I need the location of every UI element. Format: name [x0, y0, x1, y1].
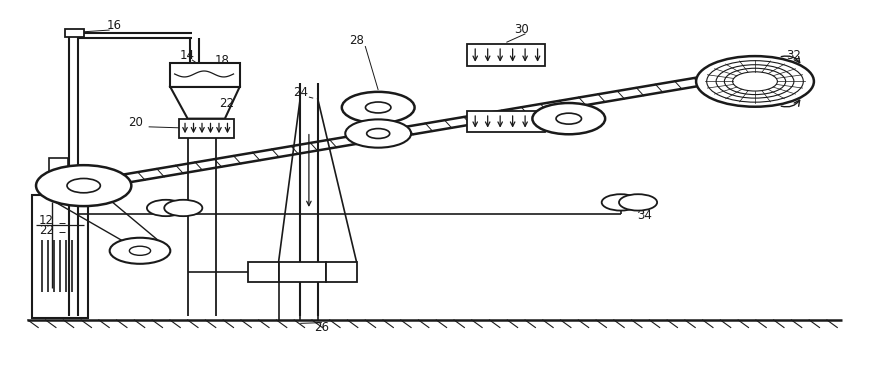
Circle shape — [556, 113, 581, 124]
Bar — [64, 29, 83, 38]
Bar — [468, 44, 546, 66]
Text: 12: 12 — [39, 214, 54, 228]
Text: 30: 30 — [514, 23, 528, 36]
Text: 16: 16 — [107, 19, 122, 32]
Circle shape — [345, 119, 411, 148]
Circle shape — [36, 165, 131, 206]
Polygon shape — [170, 87, 240, 118]
Bar — [170, 63, 240, 87]
Text: 32: 32 — [786, 49, 801, 62]
Bar — [468, 111, 546, 132]
Bar — [326, 262, 356, 282]
Text: 34: 34 — [637, 209, 652, 222]
Bar — [249, 262, 279, 282]
Circle shape — [129, 246, 150, 255]
Text: 28: 28 — [349, 34, 364, 47]
Circle shape — [147, 200, 185, 216]
Text: 18: 18 — [215, 54, 229, 68]
Circle shape — [619, 194, 657, 211]
Circle shape — [533, 103, 605, 134]
Text: 22: 22 — [39, 224, 54, 237]
Bar — [179, 118, 234, 138]
Text: 26: 26 — [315, 321, 329, 334]
Bar — [279, 262, 326, 282]
Circle shape — [696, 56, 814, 107]
Circle shape — [164, 200, 202, 216]
Text: 20: 20 — [129, 116, 143, 129]
Circle shape — [601, 194, 640, 211]
Circle shape — [342, 92, 415, 123]
Text: 24: 24 — [293, 86, 308, 99]
Bar — [31, 195, 88, 318]
Text: 14: 14 — [180, 49, 196, 62]
Circle shape — [67, 178, 100, 193]
Text: 22: 22 — [219, 97, 234, 110]
Circle shape — [366, 102, 391, 113]
Circle shape — [367, 129, 389, 138]
Bar — [49, 158, 68, 176]
Circle shape — [109, 238, 170, 264]
